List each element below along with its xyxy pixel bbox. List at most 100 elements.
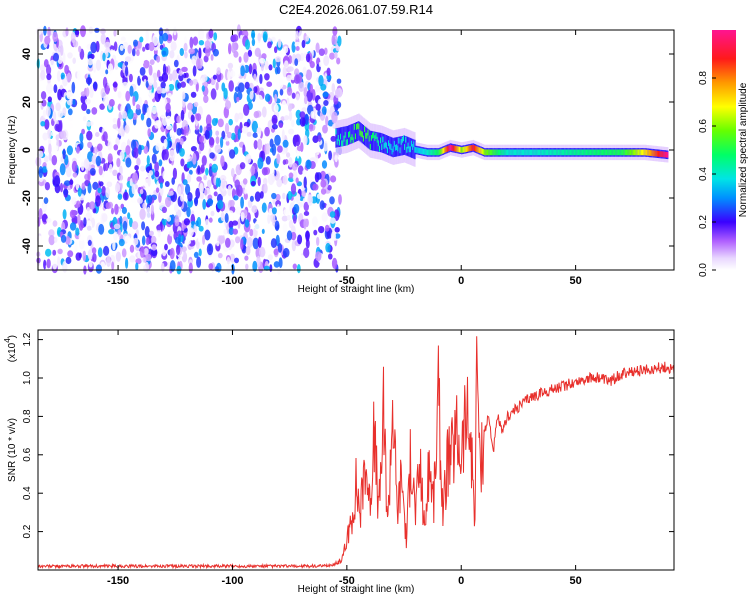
- spectrogram-noise-cell: [301, 107, 307, 113]
- spectrogram-ridge-cell: [342, 140, 344, 147]
- spectrogram-noise-cell: [89, 201, 96, 210]
- spectrogram-noise-cell: [44, 119, 50, 130]
- spectrogram-ridge-cell: [591, 149, 593, 156]
- spectrogram-noise-cell: [230, 70, 236, 78]
- spectrogram-noise-cell: [148, 64, 153, 76]
- spectrogram-ridge-cell: [597, 149, 599, 156]
- snr-x-tick-label: 50: [570, 575, 582, 587]
- spectrogram-noise-cell: [162, 170, 168, 180]
- spectrogram-noise-cell: [135, 262, 139, 271]
- spectrogram-ridge-cell: [488, 149, 490, 156]
- spectrogram-ridge-cell: [632, 149, 635, 156]
- spectrogram-noise-cell: [67, 52, 73, 59]
- spectrogram-noise-cell: [133, 147, 139, 159]
- spectrogram-noise-cell: [237, 112, 244, 120]
- spectrogram-noise-cell: [217, 252, 223, 259]
- spectrogram-noise-cell: [215, 130, 220, 136]
- spectrogram-ridge-cell: [575, 149, 577, 156]
- spectrogram-noise-cell: [41, 166, 48, 173]
- spectrogram-noise-cell: [131, 183, 136, 195]
- spectrogram-noise-cell: [103, 95, 109, 107]
- spectrogram-noise-cell: [100, 33, 107, 45]
- spectrogram-noise-cell: [200, 164, 205, 174]
- spectrogram-noise-cell: [165, 84, 170, 92]
- spectrogram-noise-cell: [169, 149, 176, 162]
- spectrogram-noise-cell: [256, 94, 263, 107]
- spectrogram-ridge-cell: [386, 147, 389, 154]
- spectrogram-noise-cell: [161, 262, 165, 273]
- spectrogram-noise-cell: [62, 52, 66, 65]
- spectrogram-noise-cell: [110, 49, 114, 57]
- spectrogram-noise-cell: [92, 62, 97, 73]
- spectrogram-noise-cell: [261, 202, 267, 213]
- spectrogram-noise-cell: [247, 199, 253, 208]
- spectrogram-ridge-cell: [430, 149, 432, 156]
- spectrogram-noise-cell: [140, 165, 146, 172]
- spectrogram-noise-cell: [84, 98, 91, 105]
- spectrogram-noise-cell: [240, 196, 245, 209]
- spectrogram-noise-cell: [86, 130, 93, 141]
- spectrogram-ridge-cell: [472, 144, 474, 151]
- spectrogram-ridge-cell: [495, 149, 497, 156]
- spectrogram-noise-cell: [195, 187, 201, 199]
- spectrogram-noise-cell: [195, 220, 199, 227]
- spectrogram-noise-cell: [167, 92, 173, 99]
- spectrogram-noise-cell: [187, 173, 192, 183]
- spectrogram-noise-cell: [214, 266, 220, 272]
- spectrogram-ridge-cell: [582, 149, 584, 156]
- spectrogram-band-cell: [364, 125, 366, 146]
- spectrogram-noise-cell: [80, 161, 85, 171]
- spectrogram-y-tick-label: 40: [21, 48, 33, 60]
- spectrogram-noise-cell: [211, 118, 218, 126]
- spectrogram-noise-cell: [159, 185, 164, 197]
- spectrogram-noise-cell: [77, 187, 82, 197]
- spectrogram-noise-cell: [68, 114, 74, 122]
- spectrogram-noise-cell: [299, 255, 306, 264]
- spectrogram-noise-cell: [286, 97, 290, 106]
- spectrogram-noise-cell: [217, 118, 224, 128]
- spectrogram-ridge-cell: [533, 149, 535, 156]
- spectrogram-noise-cell: [295, 30, 299, 40]
- spectrogram-noise-cell: [282, 139, 289, 148]
- spectrogram-noise-cell: [234, 112, 239, 123]
- spectrogram-band-cell: [335, 128, 337, 148]
- colorbar-tick-label: 0.8: [698, 71, 709, 85]
- spectrogram-noise-cell: [267, 173, 275, 186]
- spectrogram-noise-cell: [237, 128, 241, 141]
- spectrogram-noise-cell: [81, 182, 86, 191]
- colorbar: 0.0 0.2 0.4 0.6 0.8 Normalized spectral ampl…: [698, 30, 749, 277]
- spectrogram-noise-cell: [72, 99, 76, 106]
- spectrogram-noise-cell: [78, 45, 82, 53]
- spectrogram-ridge-cell: [376, 136, 378, 143]
- spectrogram-noise-cell: [212, 74, 217, 80]
- spectrogram-noise-cell: [83, 217, 87, 227]
- spectrogram-band-cell: [353, 123, 355, 143]
- spectrogram-noise-cell: [319, 200, 325, 210]
- spectrogram-ridge-cell: [493, 149, 495, 156]
- spectrogram-noise-cell: [228, 80, 234, 92]
- spectrogram-noise-cell: [276, 66, 281, 75]
- spectrogram-noise-cell: [164, 243, 168, 251]
- spectrogram-noise-cell: [100, 28, 106, 35]
- spectrogram-noise-cell: [242, 178, 248, 185]
- spectrogram-ridge-cell: [483, 149, 485, 155]
- spectrogram-noise-cell: [315, 147, 320, 155]
- spectrogram-noise-cell: [273, 104, 279, 113]
- spectrogram-ridge-cell: [631, 149, 633, 156]
- spectrogram-ridge-cell: [471, 145, 473, 151]
- spectrogram-ridge-cell: [636, 149, 638, 156]
- spectrogram-noise-cell: [173, 59, 179, 68]
- spectrogram-noise-cell: [161, 206, 167, 213]
- spectrogram-noise-cell: [267, 37, 272, 43]
- spectrogram-ridge-cell: [536, 149, 538, 156]
- spectrogram-ridge-cell: [590, 149, 592, 156]
- spectrogram-noise-cell: [167, 191, 172, 197]
- spectrogram-noise-cell: [136, 49, 140, 57]
- spectrogram-noise-cell: [107, 140, 112, 151]
- spectrogram-noise-cell: [54, 175, 61, 187]
- spectrogram-ridge-cell: [511, 149, 513, 156]
- spectrogram-noise-cell: [214, 144, 222, 154]
- spectrogram-noise-cell: [70, 31, 76, 44]
- spectrogram-noise-cell: [215, 177, 219, 188]
- spectrogram-noise-cell: [56, 70, 61, 82]
